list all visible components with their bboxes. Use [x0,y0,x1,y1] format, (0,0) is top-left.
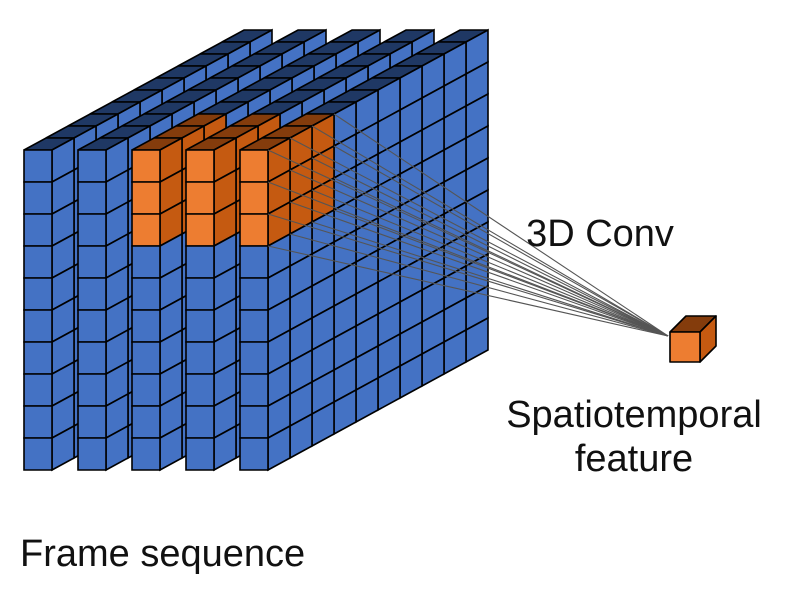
cube-front [23,149,53,183]
cube-front [131,309,161,343]
output-feature-label: Spatiotemporal feature [484,393,784,481]
kernel-connector-line [311,157,669,337]
cube-front [131,405,161,439]
cube-front [23,181,53,215]
cube-front [131,437,161,471]
kernel-cube-front [185,149,215,183]
kernel-connector-line [333,145,669,337]
cube-front [23,437,53,471]
kernel-connector-line [289,137,669,337]
cube-front [239,245,269,279]
kernel-connector-line [267,213,669,337]
cube-front [23,245,53,279]
cube-front [77,373,107,407]
kernel-cube-front [239,213,269,247]
input-sequence-label: Frame sequence [20,533,306,575]
cube-front [131,277,161,311]
operation-label: 3D Conv [526,213,674,255]
cube-front [239,277,269,311]
cube-front [185,341,215,375]
cube-front [23,405,53,439]
kernel-cube-front [131,149,161,183]
cube-front [131,373,161,407]
kernel-connector-line [311,189,669,337]
kernel-connector-line [311,221,669,337]
kernel-cube-front [131,213,161,247]
cube-front [77,181,107,215]
kernel-connector-line [289,233,669,337]
cube-front [23,341,53,375]
cube-front [239,405,269,439]
cube-front [23,277,53,311]
kernel-connector-line [267,245,669,337]
kernel-cube-front [239,181,269,215]
cube-front [77,341,107,375]
output-feature-label-line2: feature [574,438,694,480]
cube-front [131,341,161,375]
cube-front [77,437,107,471]
cube-front [77,245,107,279]
cube-front [185,245,215,279]
cube-front [131,245,161,279]
cube-front [23,213,53,247]
kernel-connector-line [333,209,669,337]
kernel-cube-front [239,149,269,183]
cube-front [185,277,215,311]
output-cube-front [669,331,701,363]
cube-front [239,437,269,471]
cube-front [185,437,215,471]
cube-front [23,373,53,407]
cube-front [239,373,269,407]
cube-front [185,309,215,343]
cube-front [185,373,215,407]
kernel-connector-line [333,177,669,337]
cube-front [77,309,107,343]
kernel-connector-line [311,125,669,337]
cube-front [77,277,107,311]
kernel-connector-line [289,201,669,337]
output-feature-label-line1: Spatiotemporal [506,394,762,436]
kernel-cube-front [185,213,215,247]
cube-front [23,309,53,343]
cube-front [239,341,269,375]
cube-front [77,213,107,247]
kernel-cube-front [131,181,161,215]
cube-front [77,405,107,439]
cube-front [239,309,269,343]
cube-front [185,405,215,439]
cube-front [77,149,107,183]
kernel-connector-line [333,113,669,337]
kernel-connector-line [289,169,669,337]
kernel-cube-front [185,181,215,215]
